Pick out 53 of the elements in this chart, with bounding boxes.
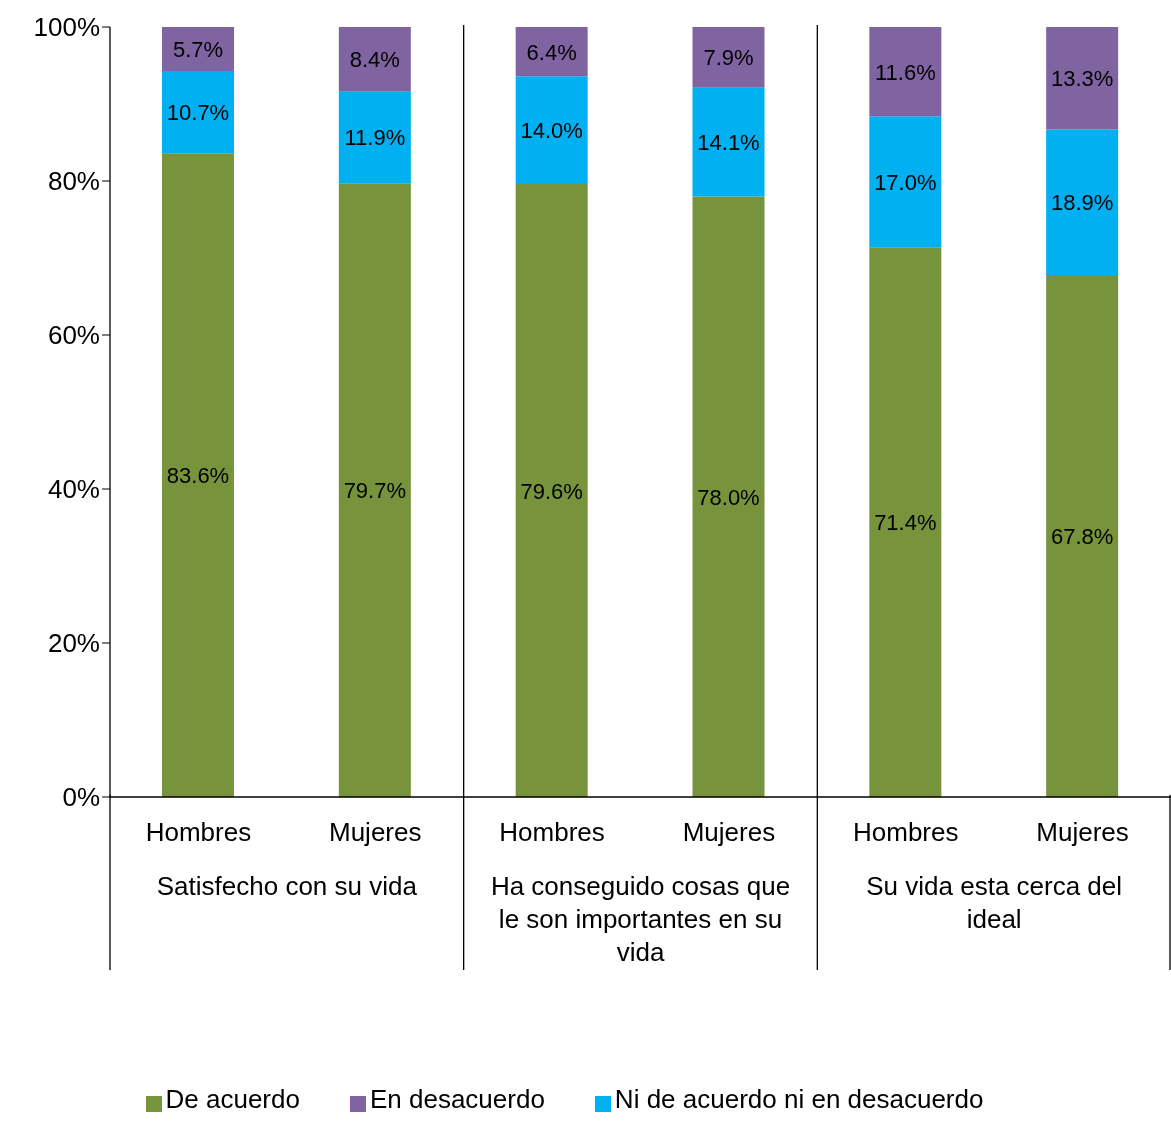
y-tick-label: 60% xyxy=(47,320,100,351)
bar xyxy=(162,27,234,71)
y-tick-label: 80% xyxy=(47,166,100,197)
data-label: 83.6% xyxy=(166,463,230,489)
legend-label: Ni de acuerdo ni en desacuerdo xyxy=(614,1084,984,1114)
bar xyxy=(515,184,588,797)
data-label: 14.0% xyxy=(520,118,583,144)
legend-label: En desacuerdo xyxy=(369,1084,545,1114)
bar xyxy=(338,91,411,184)
bar xyxy=(692,87,765,197)
x-tick-label: Hombres xyxy=(499,817,605,847)
data-label: 79.7% xyxy=(343,478,407,504)
data-label: 14.1% xyxy=(697,130,760,156)
data-label: 11.6% xyxy=(874,59,936,85)
data-label: 79.6% xyxy=(520,478,583,504)
data-label: 8.4% xyxy=(349,47,400,73)
y-tick-label: 0% xyxy=(62,782,100,813)
bar xyxy=(692,196,765,797)
bar xyxy=(692,27,765,88)
data-label: 18.9% xyxy=(1050,190,1114,216)
x-tick-label: Mujeres xyxy=(329,817,422,847)
bar xyxy=(338,27,411,92)
data-label: 11.9% xyxy=(344,125,406,151)
bar xyxy=(162,153,234,797)
data-label: 7.9% xyxy=(703,45,754,71)
data-label: 67.8% xyxy=(1050,523,1114,549)
y-tick-label: 40% xyxy=(47,474,100,505)
bar xyxy=(162,70,234,154)
data-label: 6.4% xyxy=(526,39,577,65)
bar xyxy=(1046,274,1119,797)
data-label: 71.4% xyxy=(874,510,937,536)
data-label: 78.0% xyxy=(697,484,760,510)
text: Su vida esta cerca del ideal xyxy=(866,871,1123,934)
x-tick-label: Mujeres xyxy=(1036,817,1129,847)
data-label: 5.7% xyxy=(172,36,224,62)
y-tick-label: 20% xyxy=(47,628,100,659)
legend-label: De acuerdo xyxy=(165,1084,300,1114)
bar xyxy=(1046,27,1119,130)
text: Ha conseguido cosas que le son importantes en su vida xyxy=(490,871,791,967)
bar xyxy=(869,247,942,797)
x-tick-label: Mujeres xyxy=(682,817,776,847)
x-tick-label: Hombres xyxy=(145,817,252,847)
bar xyxy=(1046,129,1119,275)
y-tick-label: 100% xyxy=(33,12,100,43)
bar xyxy=(869,27,942,117)
data-label: 13.3% xyxy=(1050,66,1114,92)
data-label: 17.0% xyxy=(874,169,937,195)
x-tick-label: Hombres xyxy=(853,817,959,847)
data-label: 10.7% xyxy=(166,100,230,126)
bar xyxy=(338,183,411,797)
bar xyxy=(515,76,588,185)
bar xyxy=(869,116,942,248)
text: Satisfecho con su vida xyxy=(156,871,418,901)
